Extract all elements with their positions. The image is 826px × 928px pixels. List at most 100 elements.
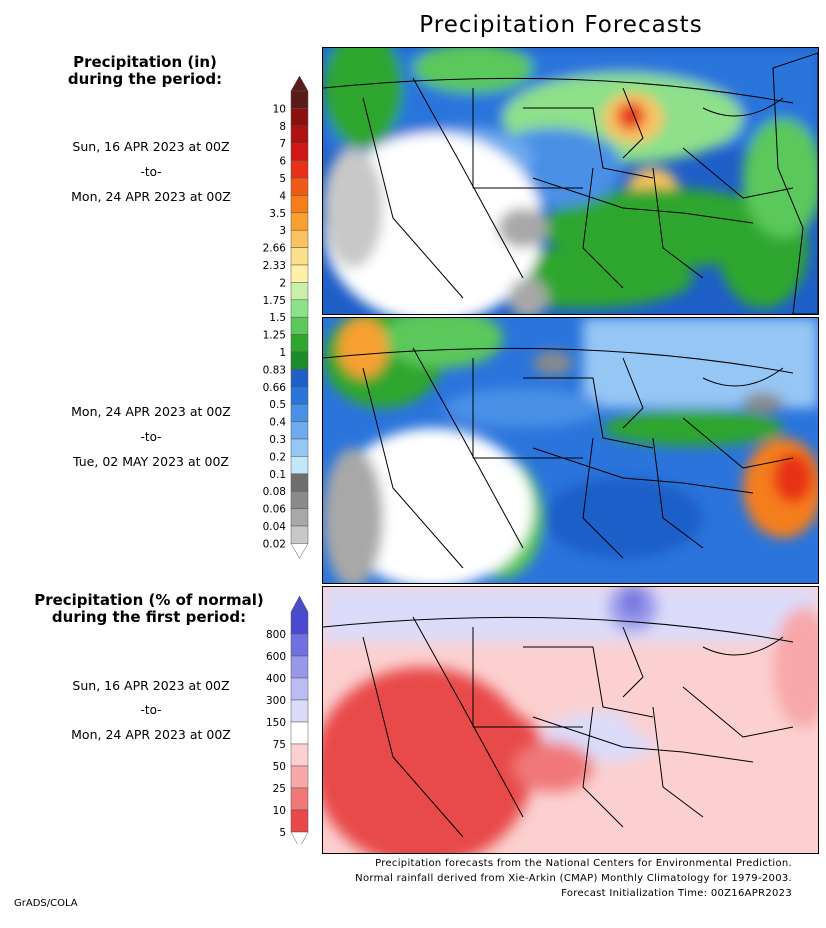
percent-colorbar-tick-label: 75 <box>273 739 286 751</box>
precip-colorbar-swatch <box>290 490 309 509</box>
precip-colorbar-tick-label: 1.75 <box>263 295 286 307</box>
percent-colorbar-swatch <box>290 721 309 745</box>
precip-colorbar-swatch <box>290 264 309 283</box>
percent-colorbar-tick-label: 600 <box>266 651 286 663</box>
precip-colorbar-swatch <box>290 456 309 475</box>
precip-colorbar-swatch <box>290 229 309 248</box>
precip-colorbar-swatch <box>290 90 309 109</box>
precip-colorbar-tick-label: 5 <box>279 173 286 185</box>
period3-end: Mon, 24 APR 2023 at 00Z <box>71 727 231 742</box>
percent-colorbar-swatch <box>290 699 309 723</box>
percent-colorbar-tick-label: 800 <box>266 629 286 641</box>
period3-sep: -to- <box>140 703 162 717</box>
footer-line1: Precipitation forecasts from the Nationa… <box>375 858 792 869</box>
forecast-map-period2 <box>322 317 819 584</box>
period3-start: Sun, 16 APR 2023 at 00Z <box>72 678 230 693</box>
percent-colorbar-tick-label: 25 <box>273 783 286 795</box>
precip-colorbar-tick-label: 10 <box>273 103 286 115</box>
precip-colorbar-swatch <box>290 403 309 422</box>
precip-colorbar-tick-label: 0.08 <box>263 486 286 498</box>
precip-colorbar-tick-label: 2.66 <box>263 243 287 255</box>
legend1-header: Precipitation (in) during the period: <box>20 54 270 88</box>
precip-colorbar-swatch <box>290 369 309 388</box>
precip-colorbar-swatch <box>290 299 309 318</box>
percent-colorbar-swatch <box>290 765 309 789</box>
precip-colorbar-swatch <box>290 525 309 544</box>
precip-colorbar-tick-label: 0.1 <box>269 469 286 481</box>
footer-line3: Forecast Initialization Time: 00Z16APR20… <box>561 888 792 899</box>
precip-colorbar-tick-label: 6 <box>279 156 286 168</box>
precip-colorbar-tick-label: 1 <box>279 347 286 359</box>
precip-colorbar-tick-label: 1.25 <box>263 330 286 342</box>
precip-colorbar-swatch <box>290 334 309 353</box>
precip-colorbar-swatch <box>290 125 309 144</box>
precip-colorbar-tick-label: 0.66 <box>263 382 287 394</box>
percent-colorbar-tick-label: 400 <box>266 673 286 685</box>
legend2-header: Precipitation (% of normal) during the f… <box>14 592 284 626</box>
precip-colorbar-tick-label: 0.5 <box>269 399 286 411</box>
period2-sep: -to- <box>140 430 162 444</box>
percent-normal-colorbar: 800 600 400 300 150 75 50 25 10 5 <box>266 596 309 844</box>
precip-colorbar-tick-label: 0.4 <box>269 417 286 429</box>
percent-colorbar-swatch <box>290 655 309 679</box>
precip-colorbar-tick-label: 3 <box>279 225 286 237</box>
precip-colorbar-tick-label: 0.83 <box>263 364 286 376</box>
precip-colorbar-swatch <box>290 177 309 196</box>
percent-colorbar-swatch <box>290 787 309 811</box>
precip-colorbar-tick-label: 3.5 <box>269 208 286 220</box>
percent-colorbar-swatch <box>290 743 309 767</box>
precip-colorbar-swatch <box>290 421 309 440</box>
percent-colorbar-swatch <box>290 677 309 701</box>
precip-colorbar-bottom-arrow <box>290 543 309 559</box>
percent-normal-map <box>322 586 819 854</box>
percent-colorbar-swatch <box>290 633 309 657</box>
precip-inches-colorbar: 10 8 7 6 5 4 3.5 3 2.66 2.33 2 1.75 1.5 1.25 1 0.83 0.66… <box>263 76 309 559</box>
precip-colorbar-swatch <box>290 142 309 161</box>
precip-colorbar-swatch <box>290 160 309 179</box>
percent-colorbar-swatch <box>290 611 309 635</box>
period1-sep: -to- <box>140 165 162 179</box>
credit-label: GrADS/COLA <box>14 898 78 909</box>
precip-colorbar-swatch <box>290 316 309 335</box>
period2-start: Mon, 24 APR 2023 at 00Z <box>71 404 231 419</box>
precip-colorbar-tick-label: 0.2 <box>269 451 286 463</box>
precip-colorbar-tick-label: 1.5 <box>269 312 286 324</box>
precip-colorbar-tick-label: 2.33 <box>263 260 286 272</box>
legend2-header-line1: Precipitation (% of normal) <box>34 591 264 609</box>
period1-end: Mon, 24 APR 2023 at 00Z <box>71 189 231 204</box>
precip-colorbar-swatch <box>290 282 309 301</box>
precip-colorbar-tick-label: 2 <box>279 277 286 289</box>
percent-colorbar-top-arrow <box>290 596 309 613</box>
page-title: Precipitation Forecasts <box>419 12 703 38</box>
precip-colorbar-swatch <box>290 247 309 266</box>
precip-colorbar-swatch <box>290 108 309 127</box>
percent-colorbar-bottom-arrow <box>290 831 309 844</box>
percent-colorbar-swatch <box>290 809 309 833</box>
precip-colorbar-swatch <box>290 508 309 527</box>
precip-colorbar-swatch <box>290 195 309 214</box>
precip-colorbar-tick-label: 0.04 <box>263 521 287 533</box>
precip-colorbar-tick-label: 4 <box>279 190 286 202</box>
footer-notes: Precipitation forecasts from the Nationa… <box>232 856 792 901</box>
precip-colorbar-tick-label: 8 <box>279 121 286 133</box>
precip-colorbar-tick-label: 0.02 <box>263 538 286 550</box>
percent-colorbar-tick-label: 10 <box>273 805 286 817</box>
precip-colorbar-swatch <box>290 438 309 457</box>
precip-colorbar-swatch <box>290 351 309 370</box>
precip-colorbar-swatch <box>290 473 309 492</box>
percent-colorbar-tick-label: 150 <box>266 717 286 729</box>
percent-colorbar-tick-label: 300 <box>266 695 286 707</box>
precip-colorbar-swatch <box>290 386 309 405</box>
precip-colorbar-swatch <box>290 212 309 231</box>
precip-colorbar-tick-label: 0.3 <box>269 434 286 446</box>
precip-colorbar-top-arrow <box>290 76 309 92</box>
percent-colorbar-tick-label: 50 <box>273 761 286 773</box>
legend1-header-line1: Precipitation (in) <box>73 53 217 71</box>
precip-colorbar-tick-label: 0.06 <box>263 504 287 516</box>
period2-end: Tue, 02 MAY 2023 at 00Z <box>73 454 229 469</box>
precip-colorbar-tick-label: 7 <box>279 138 286 150</box>
period1-start: Sun, 16 APR 2023 at 00Z <box>72 139 230 154</box>
percent-colorbar-tick-label: 5 <box>279 827 286 839</box>
legend1-header-line2: during the period: <box>67 70 223 88</box>
footer-line2: Normal rainfall derived from Xie-Arkin (… <box>355 873 792 884</box>
